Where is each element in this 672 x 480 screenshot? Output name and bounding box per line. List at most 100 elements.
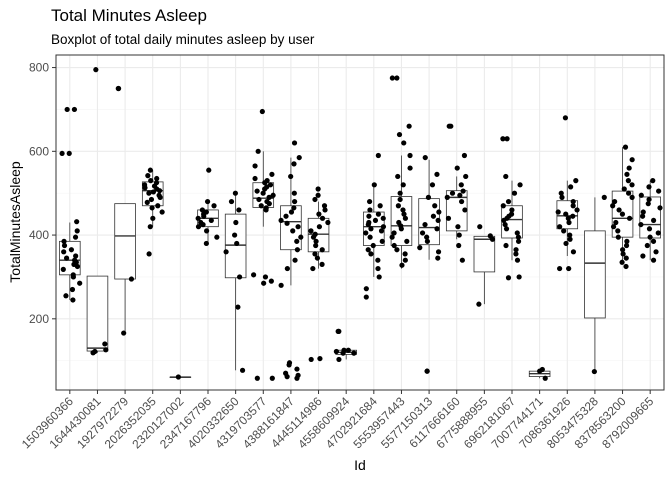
data-point bbox=[319, 215, 326, 221]
data-point bbox=[375, 211, 382, 217]
box-4020332650 bbox=[224, 193, 247, 371]
data-point bbox=[69, 286, 76, 293]
data-point bbox=[401, 211, 407, 217]
data-point bbox=[267, 182, 274, 188]
data-point bbox=[613, 219, 619, 226]
data-point bbox=[655, 230, 661, 236]
data-point bbox=[626, 215, 633, 221]
data-point bbox=[68, 247, 75, 253]
data-point bbox=[319, 247, 325, 253]
data-point bbox=[256, 196, 262, 203]
data-point bbox=[71, 106, 78, 113]
data-point bbox=[233, 219, 239, 226]
data-point bbox=[573, 178, 579, 184]
data-point bbox=[375, 152, 381, 159]
box-8378563200 bbox=[611, 147, 634, 263]
data-point bbox=[74, 219, 80, 225]
data-point bbox=[252, 175, 258, 182]
data-point bbox=[615, 228, 621, 234]
data-point bbox=[148, 178, 154, 184]
data-point bbox=[557, 265, 563, 272]
box-body bbox=[224, 213, 247, 279]
box-body bbox=[473, 235, 496, 273]
data-point bbox=[308, 228, 314, 234]
data-point bbox=[71, 257, 78, 263]
data-point bbox=[638, 221, 644, 228]
data-point bbox=[378, 228, 385, 234]
box-body bbox=[114, 203, 136, 280]
data-point bbox=[363, 286, 369, 292]
data-point bbox=[312, 196, 318, 203]
data-point bbox=[363, 294, 369, 300]
data-point bbox=[314, 255, 321, 261]
data-point bbox=[211, 203, 217, 209]
data-point bbox=[504, 136, 510, 142]
panel-border bbox=[55, 54, 665, 391]
data-point bbox=[623, 255, 629, 261]
data-point bbox=[115, 85, 121, 92]
data-point bbox=[500, 203, 506, 209]
data-point bbox=[260, 190, 266, 196]
box-8053475328 bbox=[584, 197, 606, 372]
data-point bbox=[625, 190, 632, 196]
data-point bbox=[646, 226, 653, 232]
data-point bbox=[145, 173, 151, 179]
data-point bbox=[195, 224, 202, 230]
data-point bbox=[203, 209, 209, 215]
data-point bbox=[515, 238, 522, 244]
data-point bbox=[397, 196, 403, 203]
data-point bbox=[278, 282, 284, 288]
data-point bbox=[61, 249, 67, 255]
data-point bbox=[657, 205, 663, 211]
data-point bbox=[436, 209, 442, 215]
data-point bbox=[72, 234, 79, 240]
data-point bbox=[147, 224, 153, 230]
data-point bbox=[234, 240, 240, 247]
data-point bbox=[629, 157, 635, 163]
data-point bbox=[516, 274, 522, 280]
data-point bbox=[321, 203, 328, 209]
data-point bbox=[513, 251, 519, 257]
data-point bbox=[312, 251, 318, 257]
data-point bbox=[290, 228, 296, 234]
data-point bbox=[254, 375, 260, 381]
data-point bbox=[505, 275, 512, 281]
data-point bbox=[232, 190, 238, 196]
data-point bbox=[322, 207, 328, 213]
data-point bbox=[146, 190, 152, 196]
data-point bbox=[74, 228, 80, 234]
data-point bbox=[333, 348, 339, 355]
data-point bbox=[336, 356, 342, 363]
y-tick-label: 800 bbox=[29, 61, 49, 75]
y-tick-label: 200 bbox=[29, 312, 49, 326]
data-point bbox=[419, 230, 426, 236]
data-point bbox=[66, 150, 72, 157]
data-point bbox=[615, 234, 621, 240]
data-point bbox=[60, 266, 66, 272]
data-point bbox=[435, 217, 441, 224]
data-point bbox=[565, 215, 571, 221]
data-point bbox=[621, 186, 627, 192]
data-point bbox=[128, 276, 135, 282]
data-point bbox=[315, 192, 321, 198]
data-point bbox=[561, 228, 567, 234]
data-point bbox=[156, 192, 162, 198]
data-point bbox=[153, 180, 160, 186]
data-point bbox=[294, 366, 300, 372]
data-point bbox=[379, 238, 385, 244]
data-point bbox=[376, 274, 382, 280]
data-point bbox=[456, 242, 462, 249]
data-point bbox=[645, 201, 651, 207]
data-point bbox=[462, 207, 468, 213]
data-point bbox=[562, 115, 569, 121]
data-point bbox=[313, 242, 319, 249]
data-point bbox=[508, 211, 515, 217]
data-point bbox=[368, 251, 374, 257]
data-point bbox=[252, 163, 258, 169]
data-point bbox=[640, 213, 646, 219]
box-body bbox=[584, 230, 606, 319]
data-point bbox=[629, 182, 635, 188]
data-point bbox=[461, 152, 468, 159]
data-point bbox=[460, 188, 466, 194]
data-point bbox=[370, 242, 376, 249]
